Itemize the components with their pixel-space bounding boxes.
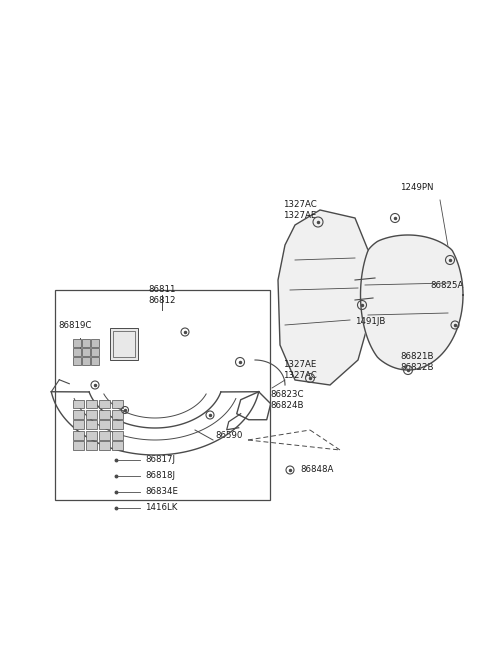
Bar [99, 431, 110, 440]
Bar [73, 421, 84, 429]
Text: 86821B
86822B: 86821B 86822B [400, 352, 433, 372]
Bar [112, 410, 123, 419]
Bar [73, 400, 84, 409]
Text: 86823C
86824B: 86823C 86824B [270, 390, 303, 410]
Bar [99, 410, 110, 419]
Bar [112, 421, 123, 429]
Text: 86819C: 86819C [58, 321, 91, 330]
Text: 1249PN: 1249PN [400, 183, 433, 192]
Text: 86825A: 86825A [430, 280, 463, 290]
Bar [82, 357, 90, 365]
Text: 86590: 86590 [215, 430, 242, 440]
Bar [99, 421, 110, 429]
Bar [73, 348, 81, 356]
Bar [86, 410, 97, 419]
Bar [99, 400, 110, 409]
Text: 86834E: 86834E [145, 487, 178, 496]
Text: 86817J: 86817J [145, 455, 175, 464]
Bar [86, 421, 97, 429]
Bar [73, 339, 81, 347]
Bar [86, 400, 97, 409]
Bar [82, 348, 90, 356]
Bar [82, 339, 90, 347]
Bar [86, 431, 97, 440]
Bar [112, 441, 123, 450]
Bar [91, 339, 99, 347]
Text: 86848A: 86848A [300, 466, 334, 474]
Bar [86, 441, 97, 450]
Bar [91, 357, 99, 365]
Bar [55, 290, 270, 500]
Text: 1327AC
1327AE: 1327AC 1327AE [283, 200, 317, 220]
Bar [112, 431, 123, 440]
Bar [110, 328, 138, 360]
Text: 1327AE
1327AC: 1327AE 1327AC [283, 360, 317, 380]
Bar [73, 441, 84, 450]
Bar [113, 331, 135, 357]
Text: 1416LK: 1416LK [145, 504, 178, 512]
Polygon shape [360, 235, 463, 370]
Text: 86818J: 86818J [145, 472, 175, 481]
Bar [73, 357, 81, 365]
Bar [73, 410, 84, 419]
Bar [73, 431, 84, 440]
Polygon shape [278, 210, 372, 385]
Bar [91, 348, 99, 356]
Text: 1491JB: 1491JB [355, 318, 385, 326]
Bar [99, 441, 110, 450]
Text: 86811
86812: 86811 86812 [148, 285, 176, 305]
Bar [112, 400, 123, 409]
